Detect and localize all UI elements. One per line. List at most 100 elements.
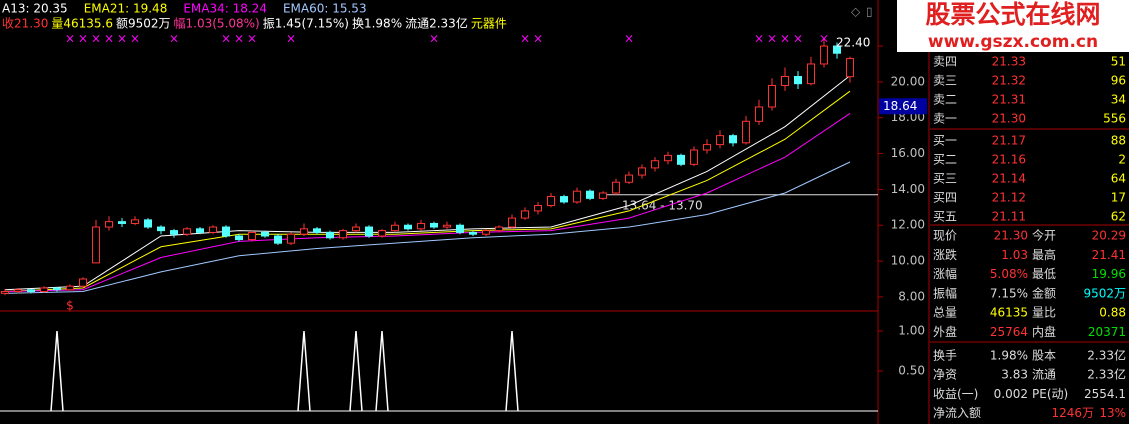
- book-price: 21.14: [992, 172, 1026, 186]
- book-volume: 2: [1118, 153, 1126, 167]
- indicator-value: A13: 20.35: [2, 2, 68, 16]
- candle-body: [183, 228, 191, 235]
- candle-body: [261, 231, 269, 237]
- candle-body: [209, 226, 217, 233]
- candle-body: [365, 226, 373, 237]
- candle-body: [1, 291, 9, 294]
- candle-body: [625, 174, 633, 183]
- signal-marker: ×: [234, 32, 244, 46]
- candle-body: [417, 222, 425, 230]
- stat-label: 现价: [933, 229, 957, 243]
- signal-marker: ×: [624, 32, 634, 46]
- candle-body: [92, 226, 100, 264]
- candle-body: [729, 135, 737, 144]
- y-tick-label: 14.00: [891, 182, 925, 196]
- candle-body: [235, 235, 243, 241]
- candle-body: [495, 226, 503, 232]
- stat-label: 净资: [933, 368, 957, 382]
- book-volume: 17: [1111, 191, 1126, 205]
- candle-body: [690, 149, 698, 165]
- book-volume: 96: [1111, 74, 1126, 88]
- indicator-value: EMA34: 18.24: [183, 2, 267, 16]
- ema-line: [4, 90, 851, 293]
- book-price: 21.17: [992, 134, 1026, 148]
- candle-body: [391, 224, 399, 232]
- y-tick-label: 1.00: [898, 324, 925, 338]
- candle-body: [612, 181, 620, 194]
- signal-marker: ×: [793, 32, 803, 46]
- candle-body: [79, 278, 87, 287]
- book-price: 21.11: [992, 210, 1026, 224]
- candle-body: [339, 230, 347, 239]
- book-volume: 62: [1111, 210, 1126, 224]
- signal-marker: ×: [65, 32, 75, 46]
- stat-value: 13%: [1099, 406, 1126, 420]
- candle-body: [287, 233, 295, 244]
- candle-body: [651, 160, 659, 169]
- candle-body: [300, 228, 308, 235]
- window-icon[interactable]: ▯: [866, 5, 873, 19]
- book-label: 卖三: [933, 74, 957, 88]
- quote-summary: 幅1.03(5.08%): [174, 16, 260, 31]
- book-price: 21.33: [992, 55, 1026, 69]
- candle-body: [157, 226, 165, 232]
- candle-body: [404, 224, 412, 230]
- cursor-price-box: [879, 98, 927, 115]
- candle-body: [573, 190, 581, 203]
- candle-body: [547, 196, 555, 207]
- stat-label: 收益(一): [933, 387, 978, 401]
- book-label: 卖二: [933, 93, 957, 107]
- signal-spike: [375, 330, 389, 412]
- stat-value: 1.98%: [990, 348, 1028, 362]
- quote-summary: 振1.45(7.15%): [263, 17, 349, 31]
- signal-marker: ×: [221, 32, 231, 46]
- candle-body: [599, 192, 607, 199]
- ema-line: [4, 161, 851, 294]
- stat-value: 1246万: [1051, 406, 1094, 420]
- indicator-value: EMA21: 19.48: [84, 2, 168, 16]
- y-tick-label: 0.50: [898, 364, 925, 378]
- candle-body: [846, 58, 854, 78]
- book-price: 21.32: [992, 74, 1026, 88]
- stat-value: 21.41: [1092, 248, 1126, 262]
- stat-value: 5.08%: [990, 267, 1028, 281]
- stat-label: 净流入额: [933, 406, 981, 420]
- high-label: 22.40: [836, 35, 870, 49]
- signal-spike: [50, 330, 64, 412]
- y-tick-label: 12.00: [891, 218, 925, 232]
- candle-body: [677, 154, 685, 165]
- candle-body: [560, 196, 568, 203]
- book-label: 买二: [933, 153, 957, 167]
- signal-marker: ×: [429, 32, 439, 46]
- candle-body: [313, 228, 321, 233]
- window-icon[interactable]: ◇: [851, 5, 861, 19]
- stat-value: 3.83: [1001, 368, 1028, 382]
- stat-label: 涨跌: [933, 247, 957, 262]
- quote-summary: 收21.30: [2, 17, 48, 31]
- candle-body: [807, 63, 815, 85]
- stat-label: 金额: [1032, 285, 1056, 300]
- candle-body: [248, 231, 256, 241]
- candle-body: [131, 219, 139, 224]
- candle-body: [521, 210, 529, 219]
- stat-label: 换手: [933, 348, 957, 362]
- stat-label: 涨幅: [933, 266, 957, 281]
- candle-body: [586, 190, 594, 199]
- candle-body: [638, 167, 646, 176]
- signal-marker: ×: [104, 32, 114, 46]
- book-label: 卖四: [933, 55, 957, 69]
- book-volume: 88: [1111, 134, 1126, 148]
- candle-body: [794, 76, 802, 85]
- candle-body: [742, 120, 750, 144]
- signal-marker: ×: [91, 32, 101, 46]
- book-label: 买五: [933, 210, 957, 224]
- ema-line: [4, 113, 851, 293]
- y-tick-label: 8.00: [898, 289, 925, 303]
- signal-marker: ×: [754, 32, 764, 46]
- signal-marker: ×: [767, 32, 777, 46]
- candle-body: [326, 231, 334, 239]
- candle-body: [105, 221, 113, 228]
- cursor-price-label: 18.64: [883, 99, 917, 113]
- stat-value: 46135: [990, 306, 1028, 320]
